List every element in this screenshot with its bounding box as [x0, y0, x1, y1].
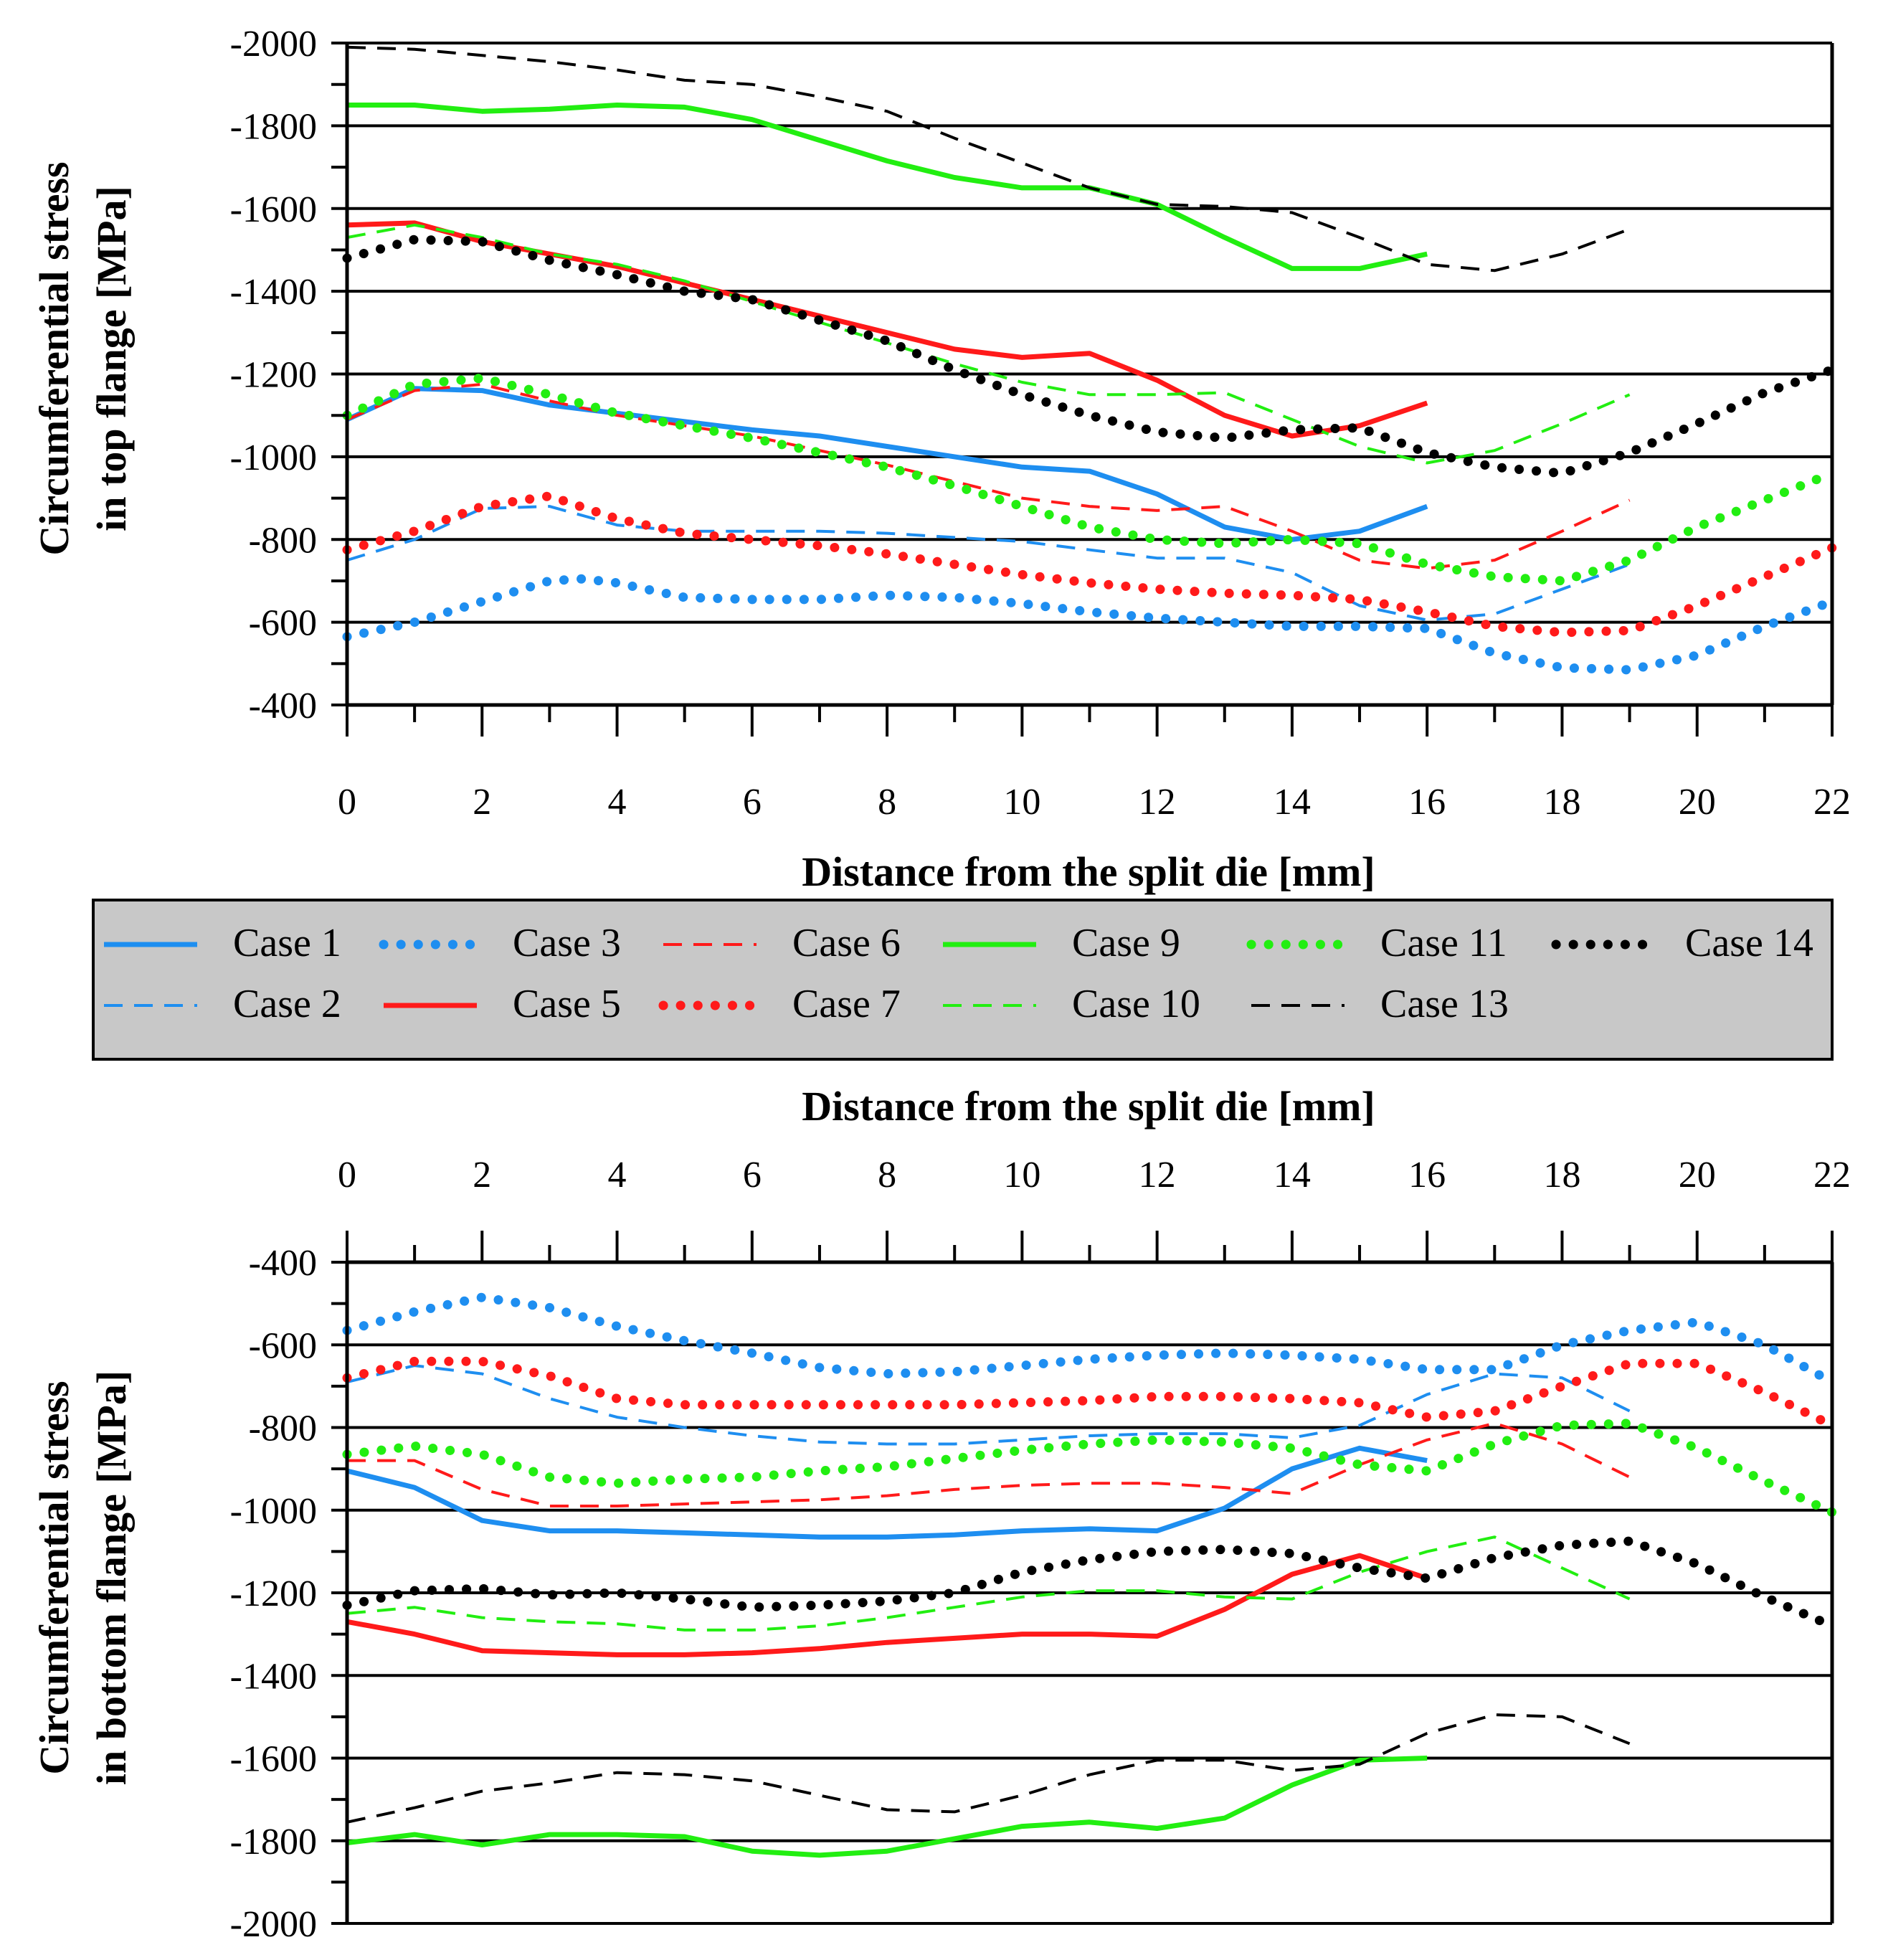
legend-label: Case 10: [1072, 982, 1200, 1026]
x-tick-label: 12: [1139, 1155, 1176, 1196]
bottom-series: [342, 1292, 1837, 1858]
y-tick-label: -2000: [230, 24, 317, 65]
legend: Case 1 Case 3 Case 6 Case 9 Case 11 Case 14 Ca…: [92, 899, 1834, 1061]
x-tick-label: 12: [1139, 782, 1176, 823]
x-tick-label: 14: [1274, 782, 1311, 823]
series-line-case-3: [342, 574, 1837, 675]
series-line-case-2: [346, 1364, 1631, 1446]
y-tick-label: -1200: [230, 355, 317, 396]
x-tick-label: 6: [743, 1155, 762, 1196]
x-tick-label: 10: [1003, 782, 1040, 823]
top-x-axis-title: Distance from the split die [mm]: [802, 848, 1375, 895]
legend-label: Case 9: [1072, 921, 1180, 965]
x-tick-label: 10: [1003, 1155, 1040, 1196]
y-tick-label: -400: [249, 686, 317, 726]
legend-label: Case 14: [1685, 921, 1813, 965]
series-line-case-2: [346, 505, 1631, 622]
bottom-y-axis-title-line2: in bottom flange [MPa]: [88, 1370, 135, 1785]
top-flange-chart: -2000 -1800 -1600 -1400 -1200 -1000 -800 -600 -4…: [31, 24, 1851, 895]
legend-box: [92, 899, 1834, 1061]
x-tick-label: 2: [473, 782, 491, 823]
y-tick-label: -1400: [230, 272, 317, 313]
top-gridlines: [347, 42, 1832, 624]
y-tick-label: -1000: [230, 1491, 317, 1532]
series-line-case-13: [346, 1713, 1631, 1824]
x-tick-label: 2: [473, 1155, 491, 1196]
series-line-case-1: [346, 1445, 1428, 1540]
series-line-case-14: [342, 235, 1837, 478]
y-tick-label: -2000: [230, 1904, 317, 1945]
y-tick-label: -400: [249, 1243, 317, 1284]
x-tick-label: 18: [1543, 782, 1580, 823]
legend-label: Case 2: [233, 982, 341, 1026]
legend-label: Case 13: [1380, 982, 1509, 1026]
y-tick-label: -1000: [230, 437, 317, 478]
y-tick-label: -600: [249, 1325, 317, 1366]
legend-label: Case 11: [1380, 921, 1507, 965]
series-line-case-6: [346, 382, 1631, 570]
x-tick-label: 14: [1274, 1155, 1311, 1196]
series-line-case-7: [342, 491, 1837, 638]
y-tick-label: -1600: [230, 189, 317, 230]
x-tick-label: 6: [743, 782, 762, 823]
y-tick-label: -1800: [230, 106, 317, 147]
series-line-case-9: [346, 1756, 1428, 1858]
top-y-axis-title-line2: in top flange [MPa]: [88, 186, 135, 531]
x-tick-label: 16: [1408, 1155, 1446, 1196]
series-line-case-11: [342, 373, 1837, 586]
y-tick-label: -1400: [230, 1656, 317, 1697]
series-line-case-1: [346, 386, 1428, 542]
series-line-case-14: [342, 1536, 1837, 1631]
series-line-case-9: [347, 103, 1428, 271]
x-tick-label: 16: [1408, 782, 1446, 823]
bottom-flange-chart: Distance from the split die [mm] 0 2 4 6 8 10…: [31, 1083, 1851, 1945]
y-tick-label: -1800: [230, 1822, 317, 1862]
x-tick-label: 20: [1679, 782, 1716, 823]
x-tick-label: 22: [1813, 1155, 1851, 1196]
top-series: [342, 45, 1837, 675]
top-y-axis-title-line1: Circumferential stress: [31, 161, 77, 555]
y-tick-label: -600: [249, 603, 317, 644]
series-line-case-6: [347, 1421, 1631, 1507]
series-line-case-10: [346, 223, 1631, 465]
y-tick-label: -1200: [230, 1573, 317, 1614]
legend-label: Case 5: [513, 982, 621, 1026]
x-tick-label: 20: [1679, 1155, 1716, 1196]
x-tick-label: 8: [878, 782, 896, 823]
bottom-y-axis-title-line1: Circumferential stress: [31, 1381, 77, 1774]
y-tick-label: -1600: [230, 1739, 317, 1780]
legend-label: Case 6: [792, 921, 901, 965]
series-line-case-10: [346, 1535, 1631, 1632]
x-tick-label: 4: [608, 782, 627, 823]
y-tick-label: -800: [249, 1409, 317, 1449]
bottom-x-tick-labels: 0 2 4 6 8 10 12 14 16 18 20 22: [338, 1155, 1851, 1196]
top-y-tick-labels: -2000 -1800 -1600 -1400 -1200 -1000 -800 -600 -4…: [230, 24, 317, 726]
legend-items: Case 1 Case 3 Case 6 Case 9 Case 11 Case 14 Ca…: [104, 921, 1813, 1026]
legend-label: Case 3: [513, 921, 621, 965]
x-tick-label: 0: [338, 1155, 356, 1196]
series-line-case-5: [346, 1553, 1428, 1657]
x-tick-label: 8: [878, 1155, 896, 1196]
series-line-case-7: [342, 1356, 1837, 1431]
x-tick-label: 0: [338, 782, 356, 823]
legend-label: Case 7: [792, 982, 901, 1026]
x-tick-label: 22: [1813, 782, 1851, 823]
legend-label: Case 1: [233, 921, 341, 965]
top-axes: [331, 42, 1834, 737]
x-tick-label: 18: [1543, 1155, 1580, 1196]
top-x-tick-labels: 0 2 4 6 8 10 12 14 16 18 20 22: [338, 782, 1851, 823]
bottom-y-tick-labels: -400 -600 -800 -1000 -1200 -1400 -1600 -1800 -20…: [230, 1243, 317, 1945]
bottom-axes: [331, 1231, 1834, 1925]
bottom-x-axis-title: Distance from the split die [mm]: [802, 1083, 1375, 1130]
y-tick-label: -800: [249, 520, 317, 561]
series-line-case-13: [346, 45, 1631, 273]
x-tick-label: 4: [608, 1155, 627, 1196]
